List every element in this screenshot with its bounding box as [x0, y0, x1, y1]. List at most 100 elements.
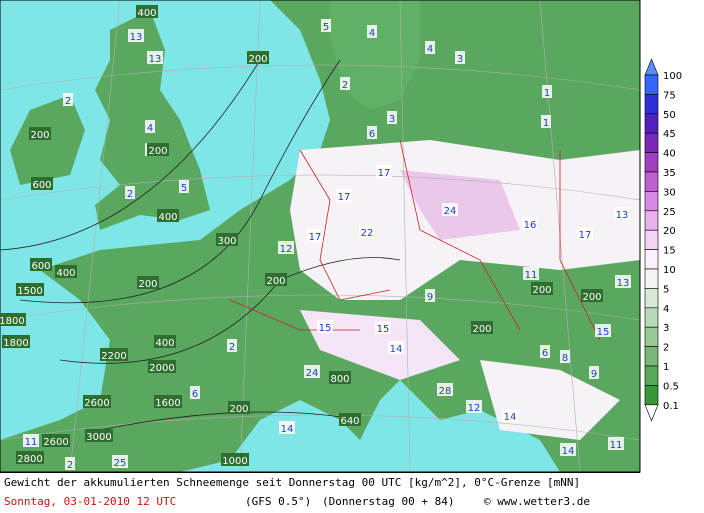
label-box: [137, 276, 159, 289]
label-box: [216, 233, 238, 246]
map-label: 28: [439, 386, 452, 397]
map-label: 200: [266, 276, 285, 287]
legend-swatch: [644, 171, 659, 192]
legend-swatch: [644, 385, 659, 406]
map-label: 22: [361, 228, 374, 239]
label-box: [541, 115, 551, 128]
legend-swatch: [644, 152, 659, 173]
credit: © www.wetter3.de: [484, 495, 590, 508]
map-label: 2600: [43, 437, 68, 448]
map-label: 13: [149, 54, 162, 65]
legend-label: 35: [663, 168, 676, 179]
map-label: 400: [155, 338, 174, 349]
label-box: [340, 77, 350, 90]
label-box: [359, 225, 375, 238]
legend-swatch: [644, 132, 659, 153]
map-label: 3: [457, 54, 463, 65]
label-box: [228, 401, 250, 414]
label-box: [425, 289, 435, 302]
map-label: 600: [32, 180, 51, 191]
label-box: [279, 421, 295, 434]
map-label: 5: [323, 22, 329, 33]
map-label: 5: [181, 183, 187, 194]
map-label: 14: [562, 446, 575, 457]
label-box: [336, 189, 352, 202]
map-label: 200: [248, 54, 267, 65]
label-box: [437, 383, 453, 396]
map-label: 1: [544, 88, 550, 99]
legend-label: 0.5: [663, 381, 679, 392]
map-label: 4: [427, 44, 433, 55]
label-box: [23, 434, 39, 447]
map-label: 200: [472, 324, 491, 335]
label-box: [2, 335, 30, 348]
map-label: 200: [30, 130, 49, 141]
legend-swatch: [644, 113, 659, 134]
label-box: [65, 457, 75, 470]
label-box: [55, 265, 77, 278]
map-label: 9: [591, 369, 597, 380]
legend-label: 5: [663, 284, 669, 295]
label-box: [307, 229, 323, 242]
map-label: 14: [390, 344, 403, 355]
map-label: 4: [369, 28, 375, 39]
legend-swatch: [644, 268, 659, 289]
map-label: 2800: [17, 454, 42, 465]
label-box: [339, 413, 361, 426]
map-label: 2: [342, 80, 348, 91]
caption: Gewicht der akkumulierten Schneemenge se…: [4, 476, 580, 489]
label-box: [136, 5, 158, 18]
label-box: [595, 324, 611, 337]
legend-swatch: [644, 74, 659, 95]
map-label: 400: [56, 268, 75, 279]
label-box: [522, 217, 538, 230]
label-box: [540, 345, 550, 358]
label-box: [321, 19, 331, 32]
map-label: 3000: [86, 432, 111, 443]
map-label: 13: [617, 278, 630, 289]
label-box: [147, 143, 169, 156]
map-label: 6: [369, 129, 375, 140]
map-label: 400: [137, 8, 156, 19]
map-label: 13: [130, 32, 143, 43]
label-box: [304, 365, 320, 378]
map-label: 15: [319, 323, 332, 334]
label-box: [63, 93, 73, 106]
map-label: 4: [147, 123, 153, 134]
snow: [290, 140, 640, 440]
map-label: 16: [524, 220, 537, 231]
label-box: [376, 165, 392, 178]
label-box: [502, 409, 518, 422]
map-label: 800: [330, 374, 349, 385]
map-label: 9: [427, 292, 433, 303]
legend-label: 25: [663, 207, 676, 218]
map-label: 15: [597, 327, 610, 338]
map-label: 200: [229, 404, 248, 415]
label-box: [42, 434, 70, 447]
run: (Donnerstag 00 + 84): [322, 495, 454, 508]
label-box: [112, 455, 128, 468]
legend-swatch: [644, 288, 659, 309]
label-box: [145, 120, 155, 133]
label-box: [157, 209, 179, 222]
label-box: [581, 289, 603, 302]
label-box: [542, 85, 552, 98]
legend-label: 30: [663, 187, 676, 198]
legend-label: 75: [663, 90, 676, 101]
legend-arrow-bottom: [644, 404, 659, 422]
label-box: [455, 51, 465, 64]
legend-label: 40: [663, 149, 676, 160]
label-box: [614, 207, 630, 220]
map-label: 15: [377, 324, 390, 335]
legend-swatch: [644, 210, 659, 231]
label-box: [190, 386, 200, 399]
map-label: 1800: [3, 338, 28, 349]
label-box: [30, 258, 52, 271]
label-box: [589, 366, 599, 379]
map-label: 2200: [101, 351, 126, 362]
legend-swatch: [644, 94, 659, 115]
legend-swatch: [644, 229, 659, 250]
map-label: 13: [616, 210, 629, 221]
map-label: 8: [562, 353, 568, 364]
label-box: [466, 400, 482, 413]
